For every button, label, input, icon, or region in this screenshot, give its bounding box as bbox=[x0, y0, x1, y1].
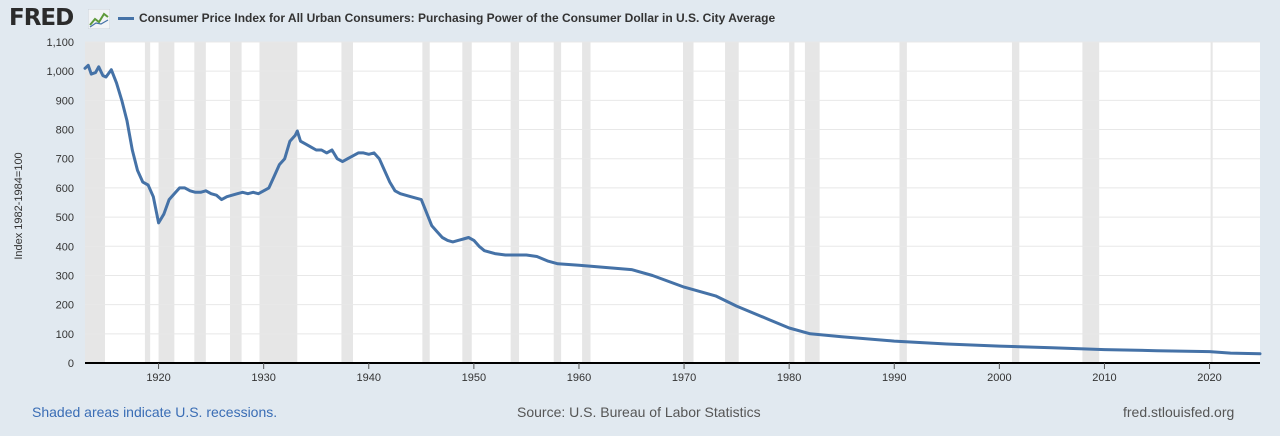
y-tick-label: 1,000 bbox=[46, 66, 74, 78]
y-tick-label: 900 bbox=[56, 95, 74, 107]
recession-band bbox=[553, 42, 562, 363]
y-tick-label: 700 bbox=[56, 154, 74, 166]
y-tick-label: 800 bbox=[56, 125, 74, 137]
y-tick-label: 400 bbox=[56, 241, 74, 253]
y-tick-label: 1,100 bbox=[46, 37, 74, 49]
recession-band bbox=[510, 42, 520, 363]
y-axis-label: Index 1982-1984=100 bbox=[13, 152, 25, 259]
recession-band bbox=[1011, 42, 1020, 363]
chart-area: 0 100 200 300 400 500 600 700 800 900 1,000 1,100 1… bbox=[0, 36, 1280, 396]
recession-band bbox=[230, 42, 242, 363]
line-chart: 0 100 200 300 400 500 600 700 800 900 1,000 1,100 1… bbox=[13, 37, 1262, 384]
recession-band bbox=[789, 42, 795, 363]
y-tick-label: 100 bbox=[56, 329, 74, 341]
recession-band bbox=[1210, 42, 1213, 363]
recession-band bbox=[683, 42, 694, 363]
recession-band bbox=[422, 42, 430, 363]
x-tick-label: 1930 bbox=[251, 372, 275, 384]
recession-band bbox=[725, 42, 739, 363]
recession-shading bbox=[85, 42, 1213, 363]
series-line-purchasing-power bbox=[83, 63, 1262, 356]
recession-band bbox=[582, 42, 591, 363]
recession-band bbox=[144, 42, 151, 363]
x-tick-label: 1990 bbox=[882, 372, 906, 384]
fred-logo[interactable]: FRED bbox=[9, 5, 74, 31]
y-tick-label: 0 bbox=[68, 358, 74, 370]
x-tick-label: 2010 bbox=[1092, 372, 1116, 384]
legend-series-label: Consumer Price Index for All Urban Consu… bbox=[139, 11, 776, 25]
recession-band bbox=[899, 42, 907, 363]
x-tick-label: 1920 bbox=[146, 372, 170, 384]
series bbox=[83, 63, 1262, 356]
recession-band bbox=[1082, 42, 1100, 363]
line-graph-icon bbox=[87, 8, 111, 30]
y-tick-label: 200 bbox=[56, 300, 74, 312]
y-tick-label: 500 bbox=[56, 212, 74, 224]
y-tick-label: 300 bbox=[56, 270, 74, 282]
recession-band bbox=[259, 42, 298, 363]
recession-band bbox=[158, 42, 175, 363]
x-tick-label: 2000 bbox=[987, 372, 1011, 384]
recession-note-link[interactable]: Shaded areas indicate U.S. recessions. bbox=[32, 404, 278, 420]
x-tick-label: 1980 bbox=[777, 372, 801, 384]
legend-series-swatch bbox=[118, 17, 134, 20]
y-grid bbox=[85, 41, 1260, 335]
x-tick-label: 1940 bbox=[357, 372, 381, 384]
recession-band bbox=[462, 42, 472, 363]
x-axis: 1920 1930 1940 1950 1960 1970 1980 1990 2000 2010… bbox=[85, 362, 1260, 384]
y-axis: 0 100 200 300 400 500 600 700 800 900 1,000 1,100 bbox=[46, 37, 74, 370]
recession-band bbox=[804, 42, 820, 363]
site-link[interactable]: fred.stlouisfed.org bbox=[1123, 404, 1235, 420]
x-tick-label: 2020 bbox=[1197, 372, 1221, 384]
y-tick-label: 600 bbox=[56, 183, 74, 195]
x-tick-label: 1960 bbox=[567, 372, 591, 384]
chart-header: FRED Consumer Price Index for All Urban … bbox=[0, 0, 1280, 36]
recession-band bbox=[194, 42, 206, 363]
source-note: Source: U.S. Bureau of Labor Statistics bbox=[517, 404, 761, 420]
recession-band bbox=[341, 42, 354, 363]
x-tick-label: 1970 bbox=[672, 372, 696, 384]
recession-band bbox=[85, 42, 105, 363]
x-tick-label: 1950 bbox=[462, 372, 486, 384]
